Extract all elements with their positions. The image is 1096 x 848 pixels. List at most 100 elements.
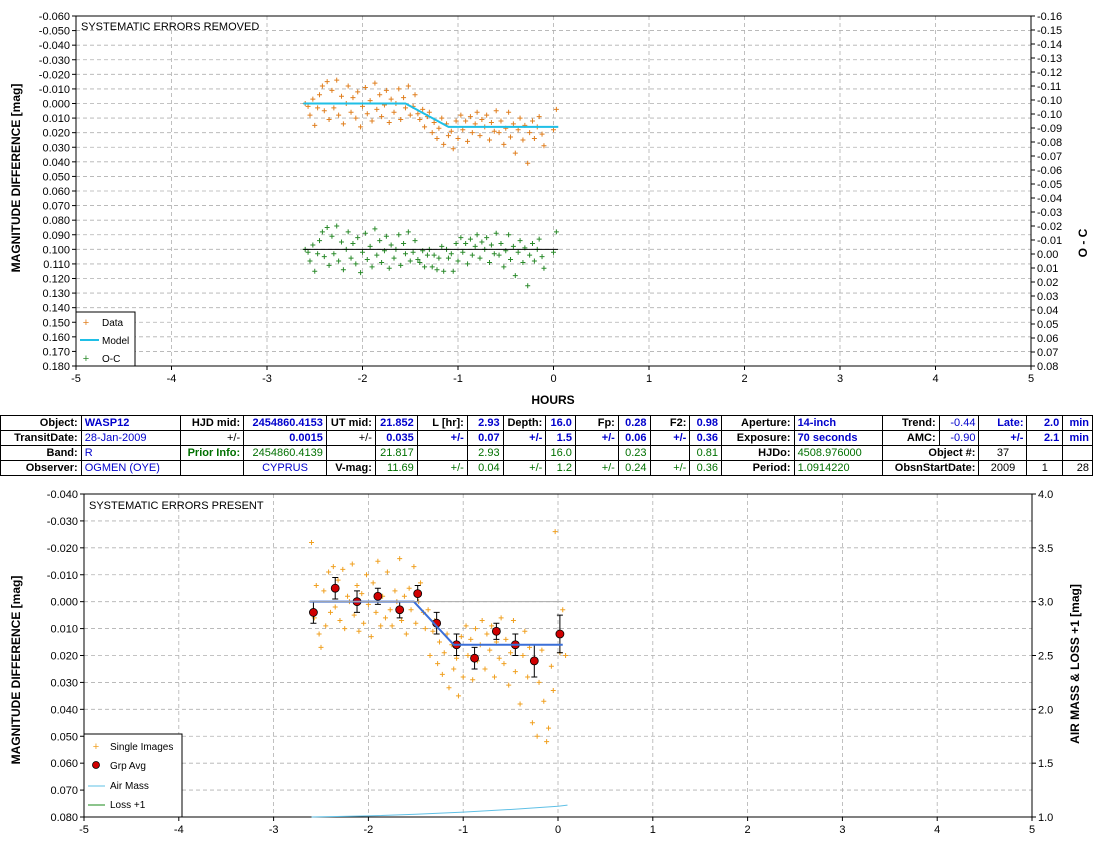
top-point-o-c: [506, 232, 512, 238]
transit-date-value: 28-Jan-2009: [80, 430, 181, 446]
bottom-point-single-images: [498, 615, 504, 621]
bottom-point-single-images: [468, 636, 474, 642]
bottom-point-single-images: [321, 588, 327, 594]
top-y2-tick-label: 0.05: [1037, 319, 1058, 331]
top-point-data: [312, 122, 318, 128]
row3-empty-5: [649, 445, 691, 461]
bottom-point-single-images: [430, 628, 436, 634]
top-point-o-c: [517, 238, 523, 244]
top-y2-axis-label: O - C: [1076, 228, 1090, 257]
top-point-o-c: [319, 229, 325, 235]
bottom-point-single-images: [425, 607, 431, 613]
top-point-o-c: [324, 224, 330, 230]
top-point-data: [455, 136, 461, 141]
top-point-o-c: [424, 252, 430, 258]
top-point-o-c: [305, 249, 311, 255]
top-y-tick-label: -0.020: [39, 69, 70, 81]
top-point-o-c: [415, 257, 421, 263]
top-point-data: [525, 160, 531, 166]
bottom-point-single-images: [487, 647, 493, 653]
top-point-o-c: [340, 267, 346, 273]
top-point-data: [358, 124, 364, 130]
bottom-point-single-images: [455, 693, 461, 699]
top-chart-title: SYSTEMATIC ERRORS REMOVED: [81, 21, 259, 33]
prior-duration-value: 2.93: [466, 445, 504, 461]
top-x-tick-label: -1: [453, 373, 463, 385]
top-point-o-c: [379, 259, 385, 265]
info-row-3: Band: R Prior Info: 2454860.4139 21.817 …: [0, 445, 1093, 461]
top-point-data: [539, 131, 545, 137]
top-y-tick-label: 0.170: [42, 346, 70, 358]
top-point-data: [345, 83, 351, 89]
obs-start-label: ObsnStartDate:: [882, 460, 980, 476]
observer-label: Observer:: [0, 460, 82, 476]
top-point-o-c: [541, 265, 547, 271]
bottom-point-single-images: [458, 634, 464, 640]
prior-duration-pm: +/-: [416, 460, 468, 476]
top-point-o-c: [402, 251, 408, 257]
top-point-o-c: [508, 257, 514, 263]
bottom-point-single-images: [451, 666, 457, 672]
top-point-o-c: [496, 252, 502, 258]
top-point-o-c: [360, 249, 365, 255]
top-point-o-c: [326, 262, 332, 268]
transit-date-label: TransitDate:: [0, 430, 82, 446]
top-x-tick-label: 1: [646, 373, 652, 385]
top-point-data: [321, 108, 327, 114]
top-point-data: [439, 115, 445, 121]
prior-f2-pm: +/-: [649, 460, 691, 476]
top-x-ticks: -5 -4 -3 -2 -1 0 1 2 3 4 5: [71, 366, 1034, 385]
depth-label: Depth:: [502, 415, 547, 431]
bottom-point-single-images: [361, 620, 367, 626]
bottom-point-single-images: [501, 661, 507, 667]
top-point-data: [431, 119, 437, 125]
bottom-y2-ticks: 4.0 3.5 3.0 2.5 2.0 1.5 1.0: [1032, 489, 1053, 824]
top-point-o-c: [436, 255, 442, 261]
bottom-group-average-point: [309, 608, 318, 617]
bottom-point-single-images: [389, 623, 395, 629]
object-label: Object:: [0, 415, 82, 431]
top-point-data: [429, 130, 435, 136]
top-point-o-c: [515, 249, 521, 255]
top-y2-tick-label: -0.11: [1037, 81, 1061, 93]
top-point-data: [367, 98, 373, 104]
bottom-point-single-images: [375, 558, 381, 564]
top-y2-tick-label: 0.07: [1037, 347, 1058, 359]
bottom-x-tick-label: -4: [174, 824, 184, 836]
top-y-tick-label: 0.040: [42, 157, 70, 169]
bottom-point-single-images: [384, 569, 390, 575]
bottom-point-single-images: [510, 618, 516, 624]
prior-info-label: Prior Info:: [179, 445, 245, 461]
ut-mid-value: 21.852: [374, 415, 418, 431]
top-y2-tick-label: -0.03: [1037, 207, 1062, 219]
prior-fp-value: 0.23: [617, 445, 651, 461]
bottom-y-tick-label: -0.030: [47, 516, 78, 528]
top-point-data: [336, 112, 342, 118]
depth-value: 16.0: [545, 415, 576, 431]
aperture-label: Aperture:: [721, 415, 795, 431]
top-x-tick-label: -4: [167, 373, 177, 385]
top-point-data: [487, 137, 493, 143]
top-point-o-c: [529, 241, 535, 246]
top-x-tick-label: 0: [550, 373, 556, 385]
bottom-point-single-images: [330, 564, 336, 570]
top-point-data: [529, 118, 535, 124]
top-point-data: [324, 79, 330, 85]
late-error: 2.1: [1026, 430, 1064, 446]
top-point-o-c: [307, 258, 313, 264]
bottom-point-single-images: [323, 623, 329, 629]
bottom-y-tick-label: 0.060: [50, 758, 78, 770]
top-y-tick-label: 0.010: [42, 113, 70, 125]
top-point-data: [512, 150, 518, 156]
top-y2-tick-label: 0.03: [1037, 291, 1058, 303]
bottom-point-single-images: [335, 577, 341, 583]
top-y-tick-label: 0.140: [42, 303, 70, 315]
top-point-o-c: [321, 254, 327, 260]
top-point-o-c: [479, 239, 485, 245]
prior-depth-error: 1.2: [545, 460, 576, 476]
prior-ut-value: 21.817: [374, 445, 418, 461]
bottom-legend-loss-label: Loss +1: [110, 800, 146, 811]
top-point-o-c: [422, 264, 428, 270]
fp-error: 0.06: [617, 430, 651, 446]
top-point-o-c: [362, 230, 368, 236]
